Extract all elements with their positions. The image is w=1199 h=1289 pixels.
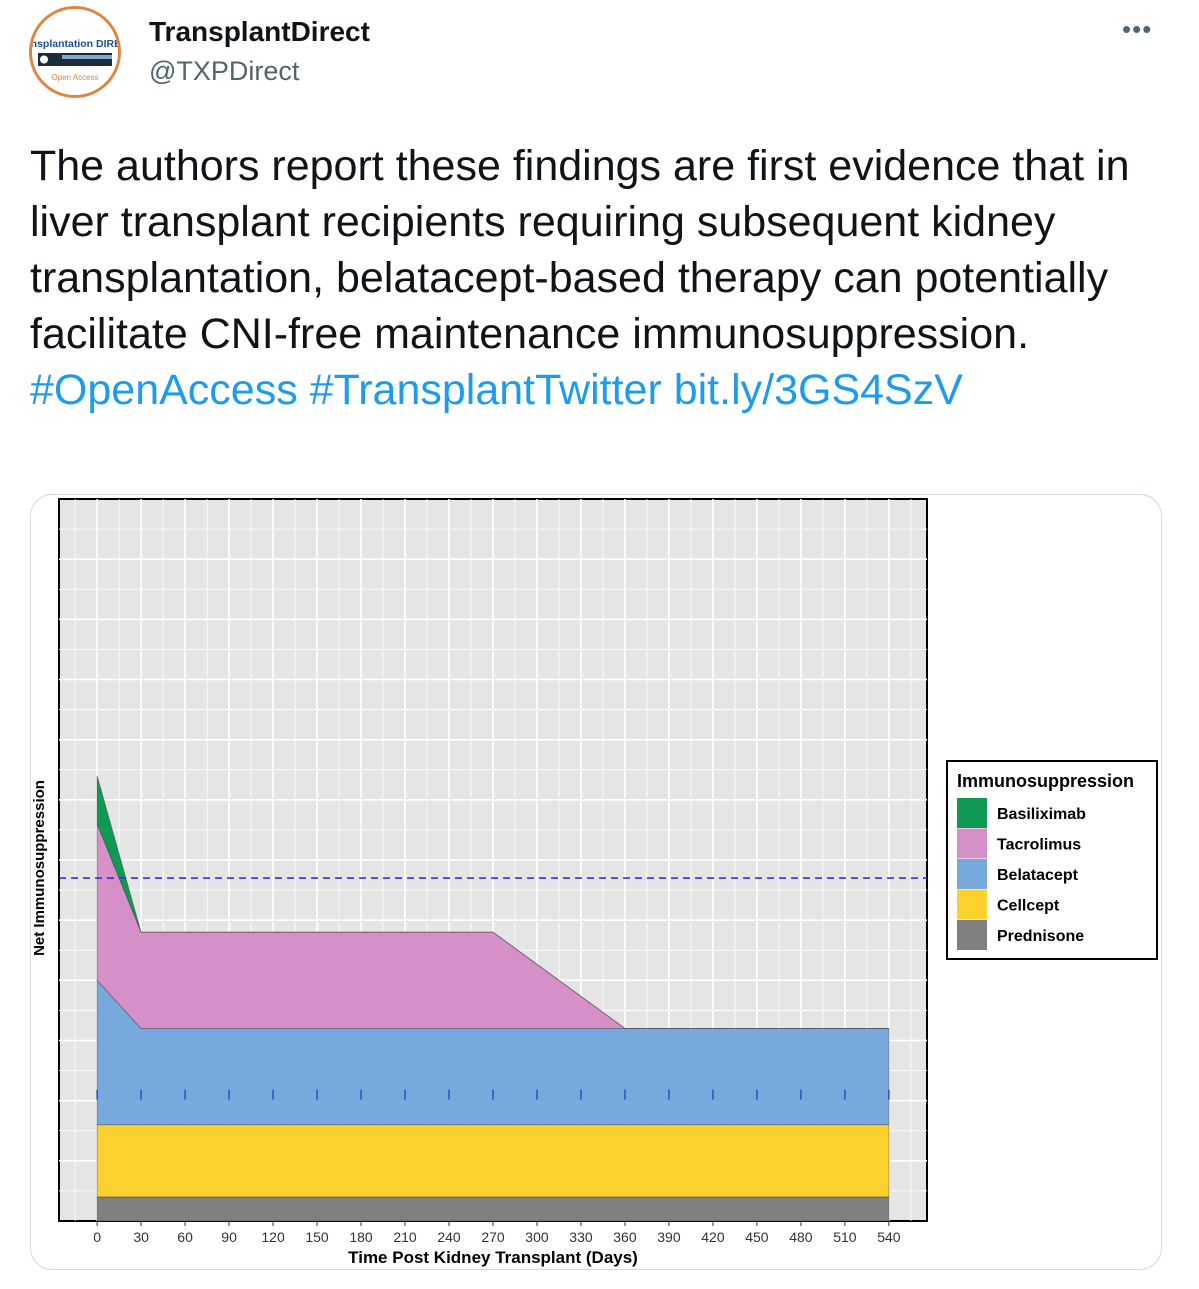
- legend-swatch-cellcept: [957, 889, 987, 920]
- x-tick-label: 510: [833, 1229, 857, 1245]
- x-tick-label: 480: [789, 1229, 813, 1245]
- legend-label-belatacept: Belatacept: [997, 867, 1079, 884]
- legend-label-prednisone: Prednisone: [997, 928, 1084, 945]
- x-tick-label: 90: [221, 1229, 237, 1245]
- x-tick-label: 390: [657, 1229, 681, 1245]
- author-handle[interactable]: @TXPDirect: [149, 56, 300, 86]
- legend-swatch-basiliximab: [957, 798, 987, 828]
- stacked-area-chart: 0 30 60 90 120 150 180 210 240 270 300 330 360 390 420…: [31, 498, 1158, 1267]
- chart-marks: [59, 877, 927, 1100]
- legend-swatch-tacrolimus: [957, 828, 987, 859]
- hashtag-transplanttwitter[interactable]: #TransplantTwitter: [309, 366, 662, 414]
- tweet-body: The authors report these findings are fi…: [30, 142, 1130, 358]
- legend-label-basiliximab: Basiliximab: [997, 806, 1086, 823]
- hashtag-openaccess[interactable]: #OpenAccess: [30, 366, 298, 414]
- area-cellcept: [96, 1124, 890, 1198]
- x-tick-label: 450: [745, 1229, 769, 1245]
- tweet-link[interactable]: bit.ly/3GS4SzV: [673, 366, 963, 414]
- x-tick-label: 240: [437, 1229, 461, 1245]
- avatar-subtext: Open Access: [51, 73, 98, 82]
- area-prednisone: [96, 1196, 890, 1222]
- x-tick-label: 330: [569, 1229, 593, 1245]
- x-tick-label: 120: [261, 1229, 285, 1245]
- x-tick-label: 60: [177, 1229, 193, 1245]
- tweet-media[interactable]: 0 30 60 90 120 150 180 210 240 270 300 330 360 390 420…: [30, 494, 1162, 1270]
- avatar-logo-text: Transplantation DIRECT: [32, 38, 118, 50]
- legend-swatch-belatacept: [957, 859, 987, 889]
- legend-title: Immunosuppression: [957, 771, 1134, 791]
- x-tick-label: 180: [349, 1229, 373, 1245]
- x-tick-label: 360: [613, 1229, 637, 1245]
- area-series: [96, 775, 890, 1222]
- tweet-text: The authors report these findings are fi…: [30, 138, 1190, 418]
- x-tick-label: 210: [393, 1229, 417, 1245]
- y-axis-title: Net Immunosuppression: [31, 780, 48, 956]
- legend-label-tacrolimus: Tacrolimus: [997, 837, 1081, 854]
- x-tick-label: 270: [481, 1229, 505, 1245]
- x-tick-label: 420: [701, 1229, 725, 1245]
- x-tick-label: 150: [305, 1229, 329, 1245]
- x-axis-title: Time Post Kidney Transplant (Days): [348, 1248, 638, 1267]
- avatar[interactable]: Transplantation DIRECT Open Access: [29, 6, 121, 98]
- more-horizontal-icon[interactable]: •••: [1122, 14, 1153, 44]
- x-tick-label: 540: [877, 1229, 901, 1245]
- legend-label-cellcept: Cellcept: [997, 898, 1060, 915]
- author-display-name[interactable]: TransplantDirect: [149, 16, 370, 47]
- legend: Immunosuppression Basiliximab Tacrolimus B…: [946, 760, 1158, 960]
- x-tick-label: 30: [133, 1229, 149, 1245]
- x-tick-label: 0: [93, 1229, 101, 1245]
- legend-swatch-prednisone: [957, 920, 987, 950]
- x-axis-ticks: 0 30 60 90 120 150 180 210 240 270 300 330 360 390 420…: [93, 1221, 901, 1245]
- x-tick-label: 300: [525, 1229, 549, 1245]
